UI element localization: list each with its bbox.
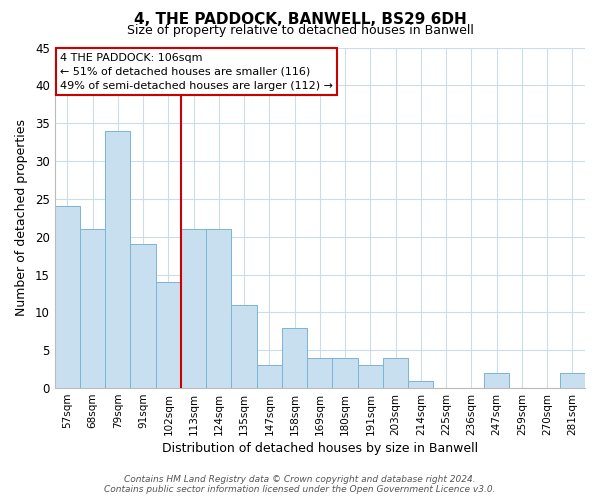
Bar [130,244,155,388]
Bar [105,131,130,388]
Bar [358,366,383,388]
Bar [55,206,80,388]
Y-axis label: Number of detached properties: Number of detached properties [15,120,28,316]
Bar [560,373,585,388]
Text: Size of property relative to detached houses in Banwell: Size of property relative to detached ho… [127,24,473,37]
Bar [232,305,257,388]
Bar [80,229,105,388]
Bar [155,282,181,388]
Text: Contains HM Land Registry data © Crown copyright and database right 2024.
Contai: Contains HM Land Registry data © Crown c… [104,474,496,494]
Bar [206,229,232,388]
Bar [484,373,509,388]
Bar [181,229,206,388]
Text: 4 THE PADDOCK: 106sqm
← 51% of detached houses are smaller (116)
49% of semi-det: 4 THE PADDOCK: 106sqm ← 51% of detached … [60,52,333,90]
X-axis label: Distribution of detached houses by size in Banwell: Distribution of detached houses by size … [162,442,478,455]
Bar [282,328,307,388]
Bar [408,380,433,388]
Bar [257,366,282,388]
Bar [332,358,358,388]
Text: 4, THE PADDOCK, BANWELL, BS29 6DH: 4, THE PADDOCK, BANWELL, BS29 6DH [134,12,466,28]
Bar [383,358,408,388]
Bar [307,358,332,388]
